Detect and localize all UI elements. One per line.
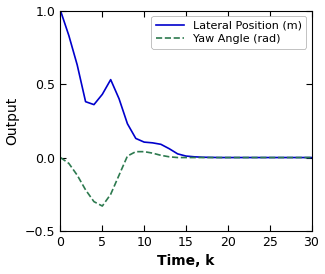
Yaw Angle (rad) xyxy=(75,173,79,177)
Yaw Angle (rad) xyxy=(84,188,87,192)
Lateral Position (m) xyxy=(176,152,180,156)
Lateral Position (m) xyxy=(67,34,71,37)
Lateral Position (m) xyxy=(125,122,129,125)
Yaw Angle (rad) xyxy=(192,156,196,159)
Yaw Angle (rad) xyxy=(201,156,205,159)
Yaw Angle (rad) xyxy=(268,156,272,159)
Lateral Position (m) xyxy=(159,143,163,146)
Yaw Angle (rad) xyxy=(159,154,163,157)
Lateral Position (m) xyxy=(184,155,188,158)
Lateral Position (m) xyxy=(301,156,305,159)
Yaw Angle (rad) xyxy=(125,155,129,158)
Lateral Position (m) xyxy=(100,93,104,96)
X-axis label: Time, k: Time, k xyxy=(157,255,215,269)
Lateral Position (m) xyxy=(142,141,146,144)
Lateral Position (m) xyxy=(192,155,196,158)
Yaw Angle (rad) xyxy=(234,156,238,159)
Yaw Angle (rad) xyxy=(217,156,221,159)
Line: Yaw Angle (rad): Yaw Angle (rad) xyxy=(60,152,311,206)
Lateral Position (m) xyxy=(167,147,171,150)
Yaw Angle (rad) xyxy=(226,156,230,159)
Yaw Angle (rad) xyxy=(184,156,188,159)
Lateral Position (m) xyxy=(117,97,121,100)
Yaw Angle (rad) xyxy=(251,156,255,159)
Lateral Position (m) xyxy=(84,100,87,103)
Lateral Position (m) xyxy=(226,156,230,159)
Line: Lateral Position (m): Lateral Position (m) xyxy=(60,11,311,158)
Yaw Angle (rad) xyxy=(209,156,213,159)
Yaw Angle (rad) xyxy=(109,193,113,196)
Legend: Lateral Position (m), Yaw Angle (rad): Lateral Position (m), Yaw Angle (rad) xyxy=(151,16,306,48)
Yaw Angle (rad) xyxy=(276,156,280,159)
Lateral Position (m) xyxy=(251,156,255,159)
Yaw Angle (rad) xyxy=(301,156,305,159)
Lateral Position (m) xyxy=(150,141,154,144)
Yaw Angle (rad) xyxy=(92,200,96,203)
Yaw Angle (rad) xyxy=(134,150,138,153)
Lateral Position (m) xyxy=(243,156,247,159)
Lateral Position (m) xyxy=(217,156,221,159)
Lateral Position (m) xyxy=(75,63,79,67)
Yaw Angle (rad) xyxy=(142,150,146,153)
Yaw Angle (rad) xyxy=(293,156,297,159)
Yaw Angle (rad) xyxy=(284,156,288,159)
Yaw Angle (rad) xyxy=(117,173,121,177)
Yaw Angle (rad) xyxy=(100,204,104,208)
Yaw Angle (rad) xyxy=(58,156,62,159)
Yaw Angle (rad) xyxy=(67,162,71,165)
Lateral Position (m) xyxy=(268,156,272,159)
Yaw Angle (rad) xyxy=(167,155,171,158)
Lateral Position (m) xyxy=(92,103,96,106)
Yaw Angle (rad) xyxy=(150,152,154,155)
Lateral Position (m) xyxy=(276,156,280,159)
Yaw Angle (rad) xyxy=(259,156,263,159)
Lateral Position (m) xyxy=(284,156,288,159)
Lateral Position (m) xyxy=(201,156,205,159)
Y-axis label: Output: Output xyxy=(6,97,20,145)
Lateral Position (m) xyxy=(259,156,263,159)
Lateral Position (m) xyxy=(309,156,313,159)
Lateral Position (m) xyxy=(134,137,138,140)
Lateral Position (m) xyxy=(209,156,213,159)
Yaw Angle (rad) xyxy=(176,156,180,159)
Lateral Position (m) xyxy=(109,78,113,81)
Lateral Position (m) xyxy=(293,156,297,159)
Lateral Position (m) xyxy=(58,9,62,12)
Yaw Angle (rad) xyxy=(243,156,247,159)
Lateral Position (m) xyxy=(234,156,238,159)
Yaw Angle (rad) xyxy=(309,156,313,159)
